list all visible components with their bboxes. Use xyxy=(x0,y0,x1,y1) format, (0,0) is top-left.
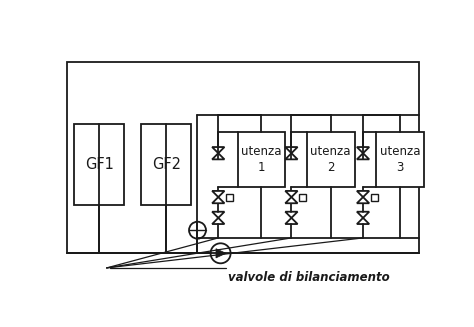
Bar xyxy=(66,62,419,253)
Polygon shape xyxy=(212,191,225,197)
Polygon shape xyxy=(357,153,369,159)
Bar xyxy=(226,194,233,200)
Bar xyxy=(237,132,285,187)
Polygon shape xyxy=(357,147,369,153)
Polygon shape xyxy=(285,212,298,218)
Polygon shape xyxy=(212,153,225,159)
Polygon shape xyxy=(285,218,298,224)
Bar xyxy=(307,132,355,187)
Polygon shape xyxy=(212,197,225,203)
Text: utenza
1: utenza 1 xyxy=(241,145,282,174)
Circle shape xyxy=(210,243,231,263)
Text: GF1: GF1 xyxy=(85,157,114,172)
Polygon shape xyxy=(357,212,369,218)
Polygon shape xyxy=(285,197,298,203)
Text: utenza
3: utenza 3 xyxy=(380,145,420,174)
Bar xyxy=(299,194,306,200)
Polygon shape xyxy=(285,147,298,153)
Bar xyxy=(376,132,424,187)
Polygon shape xyxy=(285,153,298,159)
Polygon shape xyxy=(212,147,225,153)
Polygon shape xyxy=(212,218,225,224)
Circle shape xyxy=(189,222,206,239)
Text: utenza
2: utenza 2 xyxy=(310,145,351,174)
Polygon shape xyxy=(212,212,225,218)
Polygon shape xyxy=(285,191,298,197)
Polygon shape xyxy=(357,197,369,203)
Polygon shape xyxy=(216,249,226,258)
Polygon shape xyxy=(357,191,369,197)
Polygon shape xyxy=(357,218,369,224)
Bar xyxy=(141,124,191,205)
Text: valvole di bilanciamento: valvole di bilanciamento xyxy=(228,271,390,284)
Bar xyxy=(371,194,378,200)
Bar xyxy=(74,124,124,205)
Text: GF2: GF2 xyxy=(152,157,181,172)
